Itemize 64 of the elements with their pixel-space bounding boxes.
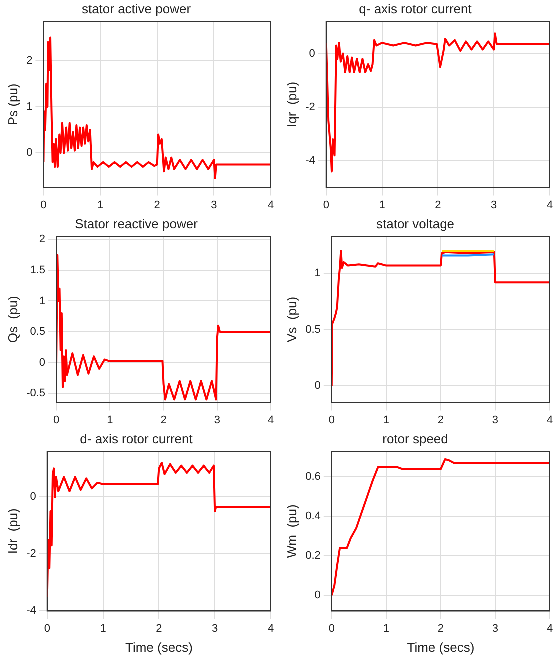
x-tick-label: 3 bbox=[492, 414, 499, 426]
x-tick-label: 4 bbox=[546, 414, 554, 426]
x-tick-label: 2 bbox=[435, 199, 442, 212]
x-tick-label: 1 bbox=[107, 414, 114, 426]
y-tick-label: 0.6 bbox=[306, 471, 321, 484]
x-tick-label: 0 bbox=[328, 622, 335, 635]
chart-title: rotor speed bbox=[382, 431, 448, 446]
x-tick-label: 0 bbox=[328, 414, 335, 426]
x-tick-label: 4 bbox=[546, 622, 554, 635]
x-tick-label: 0 bbox=[323, 199, 330, 212]
x-tick-label: 2 bbox=[156, 622, 162, 635]
y-tick-label: 0.2 bbox=[306, 550, 321, 562]
y-tick-label: 0 bbox=[314, 589, 321, 602]
chart-title: stator active power bbox=[82, 1, 192, 16]
y-axis-title: Idr (pu) bbox=[5, 508, 20, 554]
x-tick-label: 1 bbox=[100, 622, 106, 635]
x-tick-label: 4 bbox=[546, 199, 554, 212]
y-tick-label: -4 bbox=[306, 155, 316, 168]
chart-title: Stator reactive power bbox=[75, 216, 199, 232]
y-tick-label: -2 bbox=[306, 101, 316, 114]
y-tick-label: 1 bbox=[39, 295, 46, 308]
y-tick-label: -4 bbox=[26, 605, 36, 618]
x-tick-label: 3 bbox=[214, 414, 220, 426]
x-tick-label: 3 bbox=[492, 622, 499, 635]
x-tick-label: 1 bbox=[383, 414, 390, 426]
x-tick-label: 2 bbox=[160, 414, 167, 426]
y-tick-label: 0 bbox=[39, 356, 46, 369]
x-tick-label: 3 bbox=[212, 622, 218, 635]
y-tick-label: 0 bbox=[30, 491, 36, 504]
y-tick-label: 0.4 bbox=[306, 510, 321, 523]
y-tick-label: 2 bbox=[26, 54, 33, 67]
x-tick-label: 4 bbox=[268, 199, 274, 212]
y-tick-label: 0 bbox=[314, 380, 321, 392]
y-tick-label: -2 bbox=[26, 548, 36, 560]
y-tick-label: 0 bbox=[309, 48, 316, 60]
y-tick-label: 0.5 bbox=[306, 324, 321, 336]
x-tick-label: 4 bbox=[268, 414, 274, 426]
x-axis-title: Time (secs) bbox=[407, 640, 475, 655]
chart-title: stator voltage bbox=[376, 216, 455, 232]
y-axis-title: Qs (pu) bbox=[5, 296, 20, 344]
x-tick-label: 4 bbox=[268, 622, 274, 635]
y-tick-label: 0 bbox=[26, 147, 33, 160]
x-tick-label: 1 bbox=[383, 622, 390, 635]
x-axis-title: Time (secs) bbox=[125, 640, 193, 655]
x-tick-label: 3 bbox=[211, 199, 218, 212]
y-tick-label: -0.5 bbox=[26, 388, 46, 400]
y-tick-label: 0.5 bbox=[30, 326, 46, 338]
y-axis-title: Vs (pu) bbox=[284, 296, 300, 342]
y-axis-title: Ps (pu) bbox=[5, 84, 20, 126]
chart-title: q- axis rotor current bbox=[359, 1, 472, 16]
x-tick-label: 3 bbox=[491, 199, 498, 212]
y-tick-label: 1 bbox=[26, 101, 33, 114]
x-tick-label: 1 bbox=[379, 199, 386, 212]
y-axis-title: Wm (pu) bbox=[284, 504, 300, 558]
x-tick-label: 2 bbox=[438, 622, 444, 635]
chart-title: d- axis rotor current bbox=[80, 431, 194, 446]
y-tick-label: 1 bbox=[314, 268, 321, 280]
y-axis-title: Iqr (pu) bbox=[284, 82, 300, 128]
x-tick-label: 2 bbox=[154, 199, 160, 212]
y-tick-label: 1.5 bbox=[30, 264, 46, 276]
x-tick-label: 2 bbox=[438, 414, 444, 426]
y-tick-label: 2 bbox=[39, 234, 46, 246]
x-tick-label: 1 bbox=[97, 199, 104, 212]
x-tick-label: 0 bbox=[53, 414, 60, 426]
